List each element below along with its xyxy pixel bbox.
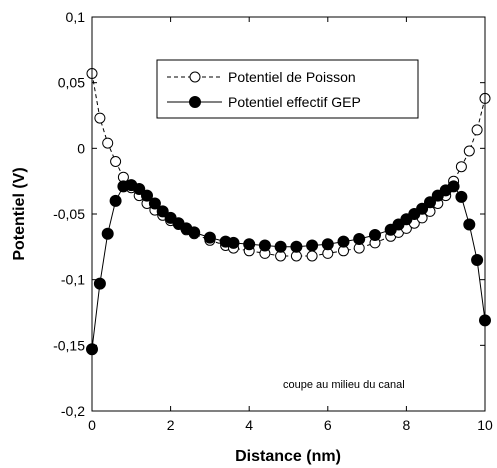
series-1-point [447,180,460,193]
series-1-point [463,218,476,231]
x-tick-label: 10 [477,417,493,433]
series-1-point [243,238,256,251]
y-axis-label: Potentiel (V) [11,167,28,260]
y-axis: -0,2 -0,15 -0,1 -0,05 0 0,05 0,1 [53,9,485,419]
x-tick-label: 4 [245,417,253,433]
series-1-point [93,277,106,290]
plot-frame [91,16,486,412]
x-tick-label: 6 [324,417,332,433]
x-tick-label: 2 [167,417,175,433]
y-tick-label: 0,05 [58,75,85,91]
series-1-point [471,254,484,266]
series-1-point [188,226,201,239]
y-tick-label: 0,1 [66,9,86,25]
series-1-point [148,197,161,210]
series-1-point [306,239,319,252]
series-1-point [337,235,350,248]
series-1-point [353,233,366,245]
series-1-point [227,236,240,249]
series-1-point [424,196,436,209]
series-1-point [133,183,146,195]
y-tick-label: -0,05 [53,206,85,222]
series-1-point [109,194,122,207]
series-0-point [463,145,475,157]
series-1-point [141,189,153,202]
annotation: coupe au milieu du canal [283,379,405,391]
series-0-point [110,156,122,167]
series-1-point [321,238,334,251]
series-0-point [102,137,114,149]
legend-label-gep: Potentiel effectif GEP [228,94,361,110]
series-1-point [290,240,303,253]
series-0-point [455,161,467,173]
series-1-point [369,229,381,241]
series-1-point [156,205,169,218]
y-tick-label: -0,15 [53,337,85,353]
y-tick-label: -0,1 [61,272,85,288]
series-0-point [471,124,483,136]
legend: Potentiel de Poisson Potentiel effectif … [156,59,419,119]
legend-box [156,59,419,119]
y-tick-label: -0,2 [61,403,85,419]
series-1-point [203,231,216,244]
series-1-point [416,202,429,215]
x-axis-label: Distance (nm) [235,448,341,465]
legend-marker-poisson [189,71,201,83]
series-1-point [258,239,271,252]
series-0-point [94,112,106,124]
series-1-point [274,240,287,253]
plot-area [86,68,491,356]
x-tick-label: 8 [403,417,411,433]
series-1-point [455,190,468,203]
x-tick-label: 0 [88,417,96,433]
series-0-point [306,250,318,262]
series-1-point [101,227,114,240]
legend-marker-gep [189,96,201,108]
legend-label-poisson: Potentiel de Poisson [228,69,356,85]
y-tick-label: 0 [77,140,85,156]
